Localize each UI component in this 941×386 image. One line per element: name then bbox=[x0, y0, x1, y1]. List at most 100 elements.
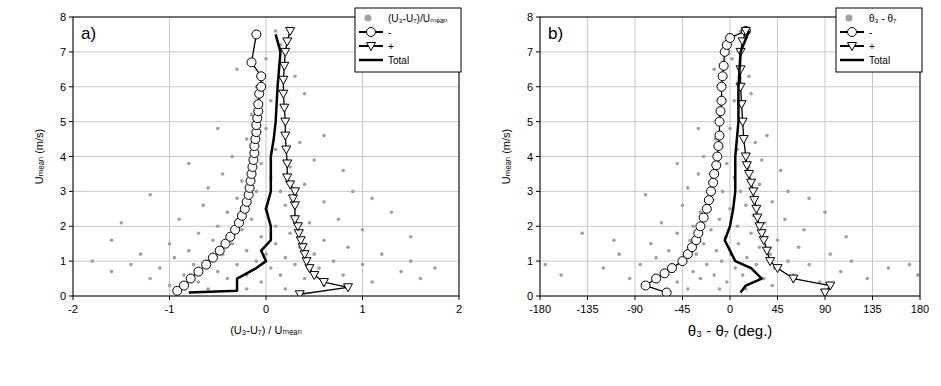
scatter-point bbox=[168, 242, 172, 246]
legend: θ₃ - θ₇-+Total bbox=[836, 8, 922, 72]
scatter-point bbox=[187, 249, 191, 253]
scatter-point bbox=[688, 238, 692, 242]
scatter-point bbox=[91, 259, 95, 263]
tick bbox=[169, 296, 170, 300]
tick-label: 0 bbox=[263, 303, 269, 315]
line-marker bbox=[283, 174, 292, 182]
scatter-point bbox=[216, 127, 220, 131]
tick bbox=[73, 296, 74, 300]
tick-label: 1 bbox=[527, 255, 533, 267]
scatter-point bbox=[259, 235, 263, 239]
scatter-point bbox=[733, 266, 737, 270]
scatter-point bbox=[201, 204, 205, 208]
scatter-point bbox=[317, 266, 321, 270]
scatter-point bbox=[802, 228, 806, 232]
scatter-point bbox=[284, 287, 288, 291]
line-marker bbox=[247, 58, 256, 67]
panel-label: b) bbox=[548, 24, 563, 43]
tick bbox=[536, 51, 540, 52]
scatter-point bbox=[197, 231, 201, 235]
line-marker bbox=[712, 161, 721, 170]
tick bbox=[69, 156, 73, 157]
line-marker bbox=[257, 82, 266, 91]
scatter-point bbox=[850, 259, 854, 263]
scatter-point bbox=[758, 183, 762, 187]
scatter-point bbox=[783, 217, 787, 221]
line-marker bbox=[707, 187, 716, 196]
scatter-point bbox=[293, 263, 297, 267]
scatter-point bbox=[691, 224, 695, 228]
scatter-point bbox=[697, 127, 701, 131]
line-marker bbox=[821, 289, 830, 296]
line-marker bbox=[789, 275, 798, 283]
line-marker bbox=[717, 96, 726, 105]
line-marker bbox=[179, 281, 188, 290]
scatter-point bbox=[245, 287, 249, 291]
figure: -2-1012012345678(U₃-U₇) / UₘₑₐₙUₘₑₐₙ (m/… bbox=[0, 0, 941, 386]
line-marker bbox=[718, 72, 727, 81]
scatter-point bbox=[240, 179, 244, 183]
scatter-point bbox=[725, 280, 729, 284]
plot-area bbox=[73, 17, 459, 296]
scatter-point bbox=[361, 228, 365, 232]
scatter-point bbox=[675, 162, 679, 166]
scatter-point bbox=[221, 172, 225, 176]
scatter-point bbox=[559, 273, 563, 277]
tick bbox=[69, 296, 73, 297]
line-marker bbox=[726, 33, 735, 42]
scatter-point bbox=[730, 57, 734, 61]
scatter-point bbox=[110, 238, 114, 242]
scatter-point bbox=[351, 190, 355, 194]
scatter-point bbox=[749, 92, 753, 96]
scatter-point bbox=[177, 217, 181, 221]
legend-symbol bbox=[359, 59, 383, 62]
scatter-point bbox=[216, 224, 220, 228]
scatter-point bbox=[667, 249, 671, 253]
tick bbox=[362, 296, 363, 300]
scatter-point bbox=[739, 190, 743, 194]
scatter-point bbox=[728, 207, 732, 211]
line-marker bbox=[709, 178, 718, 187]
scatter-point bbox=[628, 277, 632, 281]
scatter-point bbox=[303, 183, 307, 187]
scatter-point bbox=[303, 92, 307, 96]
line-marker bbox=[281, 48, 290, 56]
scatter-point bbox=[235, 68, 239, 72]
tick bbox=[587, 296, 588, 300]
legend-label: Total bbox=[869, 55, 890, 66]
tick-label: 3 bbox=[60, 185, 66, 197]
grid-line bbox=[73, 121, 459, 122]
scatter-point bbox=[887, 266, 891, 270]
scatter-point bbox=[736, 224, 740, 228]
frame bbox=[73, 17, 459, 296]
legend-label: - bbox=[388, 27, 391, 38]
tick bbox=[540, 296, 541, 300]
scatter-point bbox=[284, 256, 288, 260]
scatter-point bbox=[206, 287, 210, 291]
scatter-point bbox=[745, 256, 749, 260]
scatter-point bbox=[580, 231, 584, 235]
scatter-point bbox=[230, 155, 234, 159]
scatter-point bbox=[197, 280, 201, 284]
legend-box bbox=[836, 8, 922, 72]
legend-box bbox=[355, 8, 461, 72]
line-marker bbox=[753, 214, 762, 222]
scatter-point bbox=[158, 266, 162, 270]
scatter-point bbox=[274, 224, 278, 228]
tick-label: -1 bbox=[165, 303, 175, 315]
tick-label: 5 bbox=[60, 116, 66, 128]
line-marker bbox=[194, 267, 203, 276]
scatter-point bbox=[139, 252, 143, 256]
line-marker bbox=[826, 282, 835, 290]
tick bbox=[69, 51, 73, 52]
line-marker bbox=[715, 131, 724, 140]
tick bbox=[536, 296, 540, 297]
tick-label: 8 bbox=[527, 11, 533, 23]
tick bbox=[69, 86, 73, 87]
legend-label: + bbox=[388, 41, 394, 52]
grid-line bbox=[540, 86, 920, 87]
scatter-point bbox=[758, 245, 762, 249]
line-marker bbox=[662, 288, 671, 296]
scatter-point bbox=[675, 280, 679, 284]
tick bbox=[777, 296, 778, 300]
